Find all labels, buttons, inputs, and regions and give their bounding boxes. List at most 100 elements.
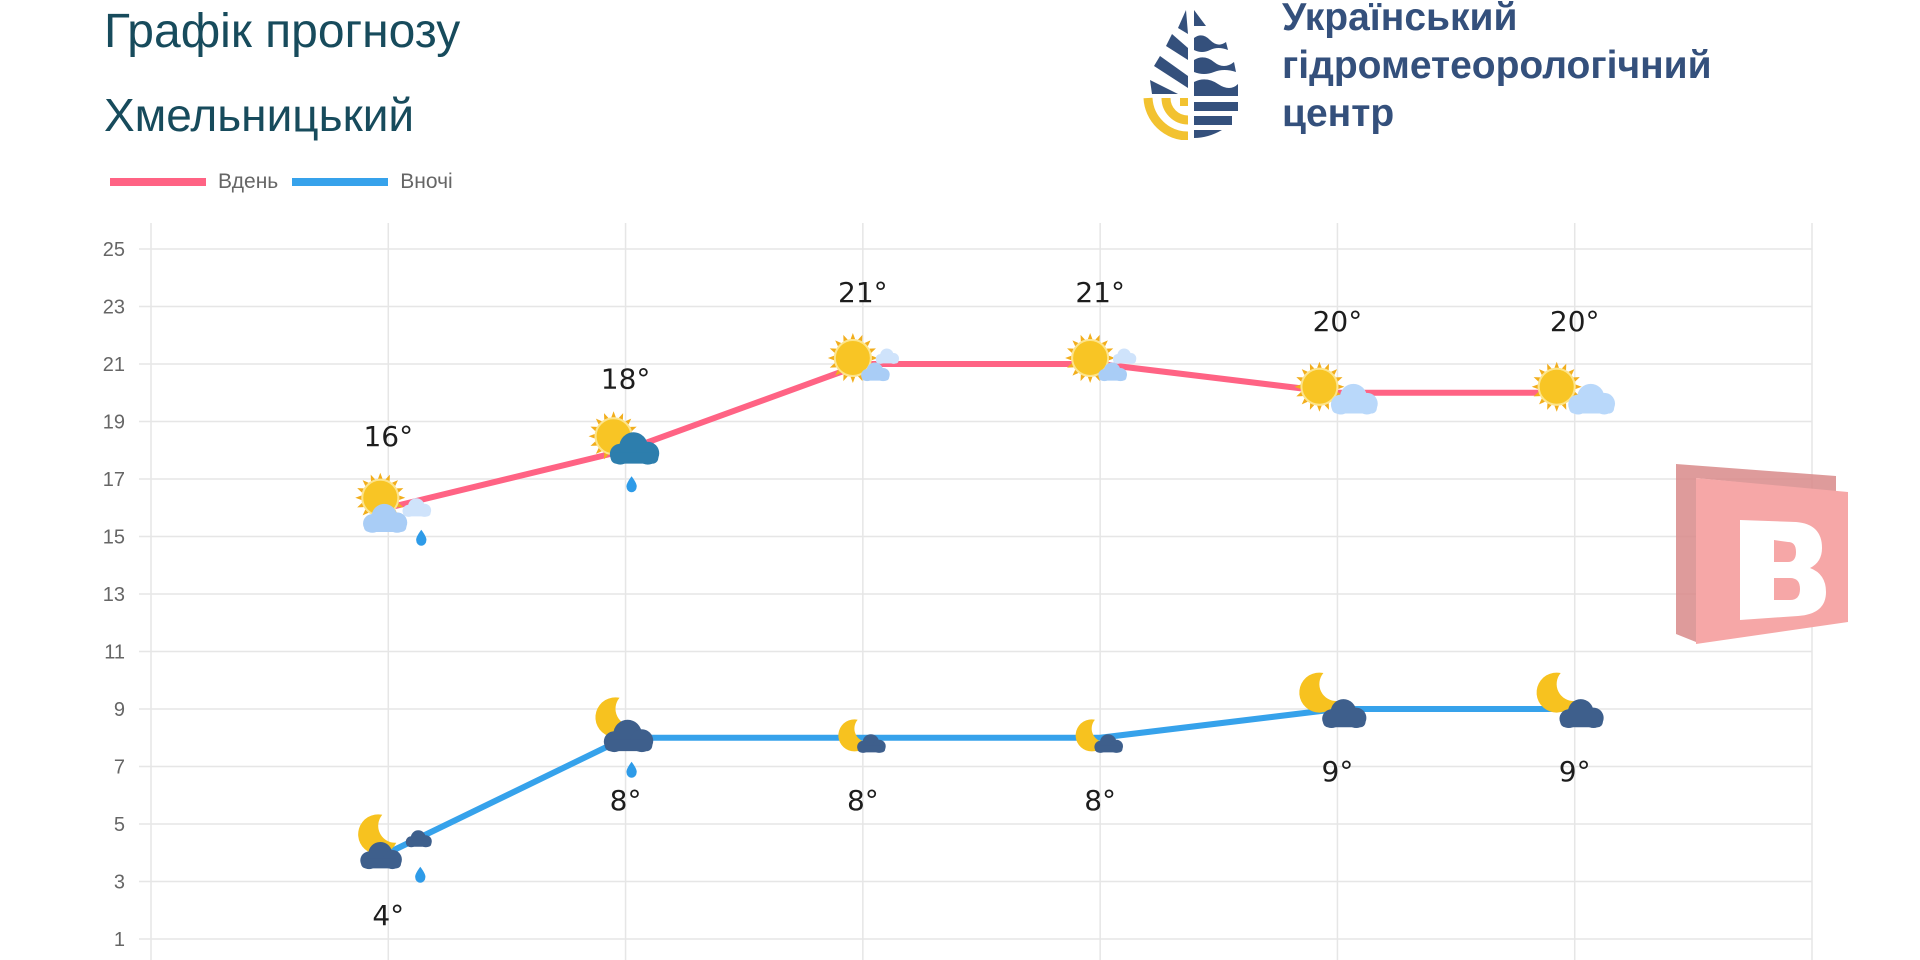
legend-swatch-night[interactable] [292,178,389,186]
moon-cloud-icon [1536,672,1604,729]
sun-ray [357,488,364,493]
chart-legend: Вдень Вночі [110,170,467,194]
sun-ray [1080,334,1086,342]
sun-ray [1317,405,1322,412]
data-label-night: 9° [1559,755,1591,788]
cloud-shape [1568,383,1616,415]
organization-name-line3: центр [1282,92,1395,135]
sun-ray [1554,405,1559,412]
cloud-base [1560,717,1603,728]
cloud-shape [1098,362,1127,382]
cloud-shape [861,362,890,382]
y-tick-label: 7 [114,757,125,779]
sun-ray [1309,403,1315,410]
cloud-shape [402,498,432,517]
sun-ray [1109,355,1116,361]
y-tick-label: 13 [103,584,125,606]
y-tick-label: 23 [103,297,125,319]
y-tick-label: 1 [114,929,125,951]
sun-ray [1324,363,1329,371]
cloud-shape [405,830,432,848]
legend-label-day[interactable]: Вдень [218,170,279,193]
cloud-base [361,858,402,869]
data-label-day: 18° [601,362,651,395]
legend-swatch-day[interactable] [110,178,206,186]
sun-ray [1080,374,1086,382]
data-label-night: 8° [1084,784,1116,817]
sun-ray [1296,377,1303,382]
data-label-night: 8° [847,784,879,817]
cloud-base [1331,402,1377,414]
cloud-shape [1330,383,1378,415]
cloud-shape [363,503,408,533]
sun-ray [1561,403,1567,410]
rain-drop [626,761,637,778]
sun-ray [1533,377,1541,382]
sun-ray [871,355,878,361]
sun-small-cloud-icon [827,333,900,383]
sun-ray [611,411,616,418]
moon-dark-cloud-rain-icon [595,697,654,778]
sun-ray [1106,348,1114,353]
cloud-base [406,840,432,847]
data-label-night: 8° [610,784,642,817]
sun-ray [595,418,602,425]
sun-ray [1547,403,1552,410]
y-tick-label: 9 [114,699,125,721]
cloud-shape [603,719,654,753]
sun-ray [1575,384,1582,390]
sun-ray [864,340,871,347]
sun-disc [1071,339,1110,377]
cloud-base [857,745,886,753]
y-tick-label: 15 [103,527,125,549]
watermark-logo-icon [1676,464,1848,644]
sun-ray [362,480,369,487]
sun-ray [1301,369,1308,376]
sun-ray [843,334,848,342]
data-label-night: 4° [372,899,404,932]
cloud-base [403,509,431,517]
cloud-shape [857,734,886,753]
moon-cloud-icon [1299,672,1367,729]
sun-ray [850,333,856,340]
sun-ray [829,363,837,368]
sun-ray [1101,340,1108,347]
sun-ray [1067,363,1074,368]
cloud-shape [360,841,402,870]
sun-big-cloud-icon [1531,361,1616,415]
sun-ray [396,502,404,508]
rain-drop [416,529,427,546]
sun-ray [829,348,837,353]
sun-ray [1539,369,1545,376]
sun-ray [1331,369,1338,376]
sun-ray [595,447,602,454]
sun-big-cloud-icon [1294,361,1378,415]
sun-disc [833,339,872,377]
y-tick-label: 25 [103,239,125,261]
rain-drop [626,476,637,493]
series-line-day [387,361,1575,511]
sun-ray [869,348,876,353]
data-label-day: 20° [1313,305,1363,338]
sun-ray [1335,377,1343,382]
legend-label-night[interactable]: Вночі [400,170,453,193]
cloud-shape [875,348,900,364]
sun-ray [1568,369,1575,376]
series-line-night [386,706,1575,856]
sun-ray [835,340,842,347]
sun-ray [1317,361,1322,368]
sun-ray [843,374,848,382]
cloud-base [363,521,407,532]
page-title: Графік прогнозу [104,5,461,58]
sun-ray [857,334,863,342]
sun-ray [1547,363,1552,371]
sun-ray [357,502,364,508]
moon-small-cloud-icon [838,719,886,753]
sun-ray [1087,376,1093,383]
data-label-day: 20° [1550,305,1600,338]
sun-ray [355,495,362,501]
cloud-base [604,739,653,752]
cloud-base [861,374,890,381]
sun-ray [362,509,369,516]
